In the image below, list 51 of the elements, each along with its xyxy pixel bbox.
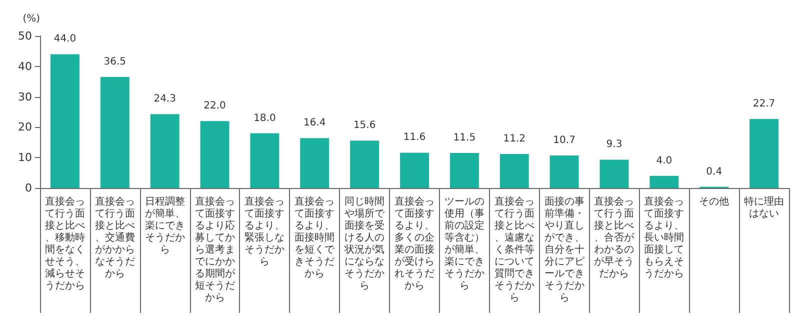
data-label: 22.7 <box>752 98 776 110</box>
data-label: 4.0 <box>656 155 672 166</box>
bar <box>150 114 180 188</box>
x-tick-label: 日程調整が簡単、楽にできそうだから <box>144 196 185 256</box>
data-label: 15.6 <box>353 120 376 132</box>
x-tick-label: 直接会って面接するより、多くの企業の面接が受けられそうだから <box>394 196 434 292</box>
x-tick-label: 直接会って面接するより、緊張しなそうだから <box>244 196 285 268</box>
bar <box>450 153 479 188</box>
data-label: 44.0 <box>54 34 76 45</box>
y-tick-label: 20 <box>18 120 32 134</box>
data-label: 36.5 <box>104 56 126 68</box>
bar <box>500 154 529 188</box>
bar <box>600 160 629 188</box>
bar <box>550 155 579 188</box>
bar <box>750 118 779 188</box>
data-label: 11.6 <box>403 132 426 144</box>
x-tick-label: 直接会って面接するより、長い時間面接してもらえそうだから <box>644 196 684 280</box>
x-tick-label: 直接会って行う面接と比べ、交通費がかからなそうだから <box>94 196 135 280</box>
bar <box>250 133 280 188</box>
x-tick-label: ツールの使用（事前の設定等含む）が簡単、楽にできそうだから <box>444 196 484 292</box>
bar <box>350 140 380 188</box>
data-label: 22.0 <box>204 100 226 112</box>
data-label: 10.7 <box>553 134 576 146</box>
category-label: 直接会って面接するより応募してから選考までにかかる期間が短そうだから <box>194 196 235 304</box>
data-label: 9.3 <box>606 139 622 150</box>
y-tick-label: 30 <box>18 90 32 104</box>
data-label: 18.0 <box>254 112 276 124</box>
data-label: 11.2 <box>503 133 526 144</box>
bar <box>50 54 80 188</box>
bar <box>400 152 429 188</box>
bar <box>100 77 130 188</box>
x-tick-label: その他 <box>699 196 730 208</box>
bar <box>650 176 679 188</box>
x-tick-label: 直接会って行う面接と比べ、合否がわかるのが早そうだから <box>594 196 636 280</box>
y-tick-label: 10 <box>18 151 32 164</box>
x-tick-label: 同じ時間や場所で面接を受ける人の状況が気にならなそうだから <box>344 196 386 292</box>
y-tick-label: 0 <box>25 182 32 194</box>
data-label: 0.4 <box>706 166 722 178</box>
y-tick-label: 40 <box>18 60 32 73</box>
category-label: 面接の事前準備・やり直しができ、自分を十分にアピールできそうだから <box>544 196 584 304</box>
data-label: 11.5 <box>453 132 476 144</box>
data-label: 16.4 <box>304 118 326 129</box>
bar <box>300 138 330 188</box>
y-axis-title: (%) <box>22 14 40 24</box>
x-tick-label: 特に理由はない <box>744 196 784 220</box>
data-label: 24.3 <box>154 94 176 105</box>
y-tick-label: 50 <box>18 30 32 42</box>
x-tick-label: 直接会って面接するより、面接時間を短くできそうだから <box>294 196 336 280</box>
bar <box>200 121 230 188</box>
category-label: 直接会って行う面接と比べ、遠慮なく条件等について質問できそうだから <box>494 196 534 304</box>
x-tick-label: 直接会って行う面接と比べ、移動時間をなくせそう、減らせそうだから <box>44 196 85 292</box>
